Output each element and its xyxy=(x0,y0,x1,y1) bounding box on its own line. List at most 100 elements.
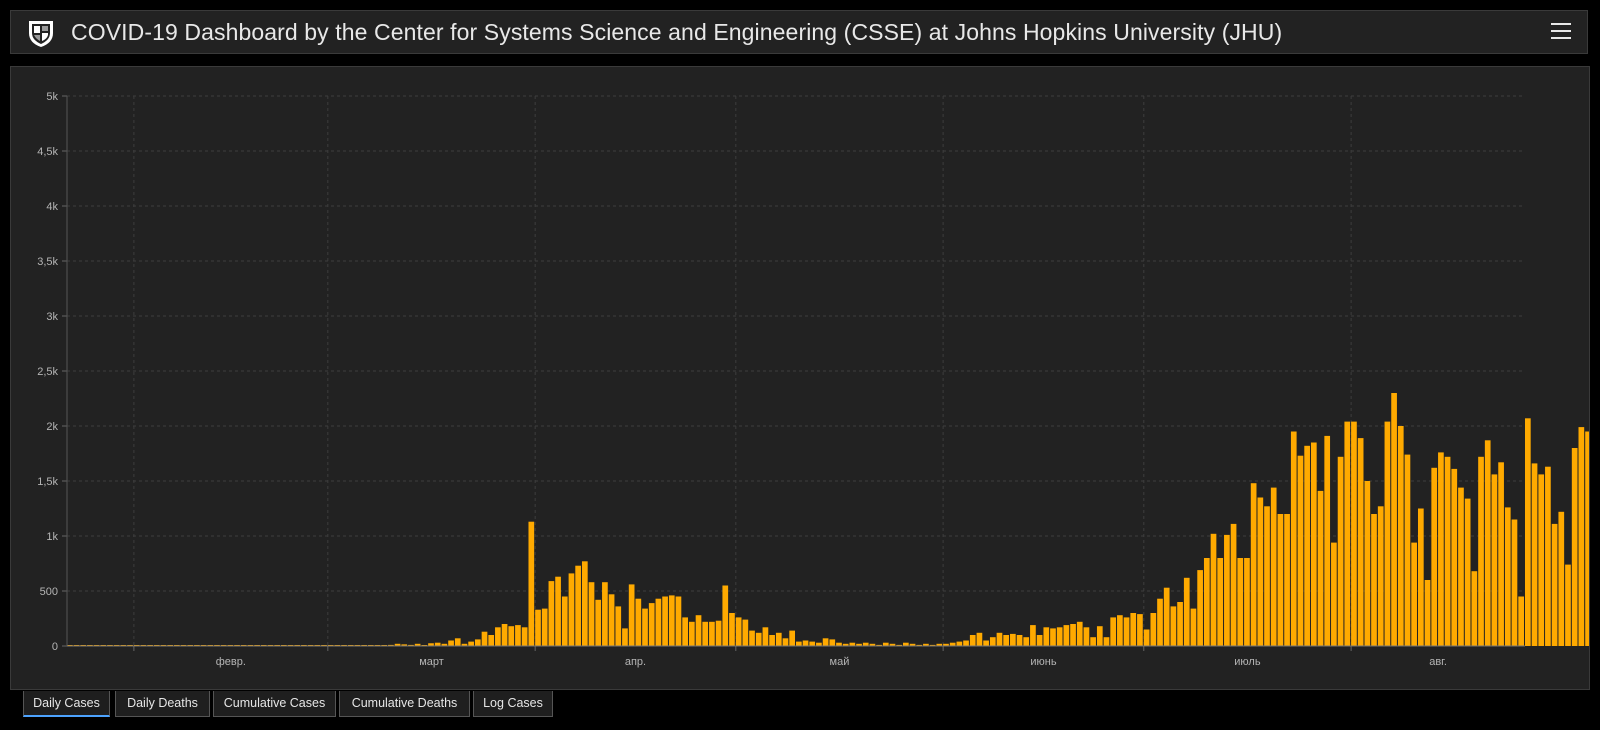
bar xyxy=(1458,487,1464,646)
bar xyxy=(862,642,869,646)
bar xyxy=(388,644,394,646)
bar xyxy=(1110,617,1117,646)
bar xyxy=(662,596,668,646)
y-tick-label: 4k xyxy=(46,201,58,213)
bar xyxy=(1023,637,1030,646)
hamburger-menu-icon[interactable] xyxy=(1551,23,1571,41)
bar xyxy=(983,640,989,646)
bar xyxy=(1565,564,1571,646)
bar xyxy=(428,643,434,646)
tab-cumulative-deaths[interactable]: Cumulative Deaths xyxy=(339,691,470,717)
bar xyxy=(976,632,983,646)
bar xyxy=(655,598,662,646)
x-tick-label: июль xyxy=(1234,656,1261,668)
bar xyxy=(1210,533,1217,646)
bar xyxy=(1351,421,1357,646)
bar xyxy=(1504,507,1511,646)
bar xyxy=(541,608,548,646)
bar xyxy=(775,632,782,646)
y-tick-label: 5k xyxy=(46,91,58,103)
bar xyxy=(1137,614,1143,646)
bar xyxy=(1123,617,1130,646)
bar xyxy=(508,626,515,646)
bar xyxy=(568,573,575,646)
bar xyxy=(441,643,448,646)
bar xyxy=(1264,506,1270,646)
bar xyxy=(1177,602,1183,646)
bar xyxy=(474,639,481,646)
bar xyxy=(1317,490,1324,646)
bar xyxy=(695,615,702,646)
bar xyxy=(394,643,401,646)
bar xyxy=(548,581,555,646)
bar xyxy=(996,632,1003,646)
bar xyxy=(816,642,822,646)
bar xyxy=(615,606,622,646)
bar xyxy=(1484,440,1491,646)
bar xyxy=(1043,627,1050,646)
bar xyxy=(749,630,755,646)
x-tick-label: апр. xyxy=(625,656,646,668)
bar xyxy=(1518,596,1524,646)
x-tick-label: июнь xyxy=(1030,656,1056,668)
bar xyxy=(1424,580,1431,646)
bar xyxy=(1324,435,1331,646)
jhu-shield-icon xyxy=(29,21,53,47)
bar xyxy=(1391,393,1397,646)
bar xyxy=(969,635,976,646)
bar xyxy=(1016,635,1023,646)
bar xyxy=(668,595,675,646)
bar xyxy=(943,643,949,646)
bar xyxy=(1431,467,1438,646)
bar xyxy=(722,585,729,646)
bar xyxy=(1491,474,1498,646)
tab-daily-deaths[interactable]: Daily Deaths xyxy=(115,691,210,717)
y-tick-label: 2,5k xyxy=(37,366,58,378)
bar xyxy=(822,638,829,646)
bar xyxy=(628,584,635,646)
bar xyxy=(842,643,849,646)
y-tick-label: 1k xyxy=(46,531,58,543)
bar xyxy=(1404,454,1411,646)
bar xyxy=(1531,463,1538,646)
tab-daily-cases[interactable]: Daily Cases xyxy=(23,691,110,717)
bar xyxy=(796,641,802,646)
bar xyxy=(468,641,474,646)
bar xyxy=(849,642,856,646)
bar xyxy=(1451,468,1458,646)
bar xyxy=(1525,418,1531,646)
daily-cases-chart: 0 500 1k 1,5k 2k 2,5k 3k 3,5k 4k 4,5k 5k февр. март а… xyxy=(37,91,1589,668)
bar xyxy=(1244,558,1250,646)
bar xyxy=(1076,621,1083,646)
tab-log-cases[interactable]: Log Cases xyxy=(473,691,553,717)
bar xyxy=(1070,624,1076,646)
tab-cumulative-cases[interactable]: Cumulative Cases xyxy=(213,691,336,717)
y-tick-label: 3,5k xyxy=(37,256,58,268)
bar xyxy=(555,576,561,646)
bar xyxy=(648,603,655,646)
bar xyxy=(1117,615,1123,646)
bar xyxy=(642,608,648,646)
bar xyxy=(1471,571,1478,646)
bar xyxy=(1170,606,1177,646)
bar xyxy=(1585,431,1589,646)
bar xyxy=(755,632,762,646)
bar xyxy=(1270,487,1277,646)
bar xyxy=(1384,421,1391,646)
bar xyxy=(769,635,775,646)
bar xyxy=(1003,635,1010,646)
bar xyxy=(535,609,541,646)
bar xyxy=(735,617,742,646)
bar xyxy=(488,635,495,646)
bar xyxy=(1364,481,1371,646)
bar xyxy=(688,621,695,646)
bar xyxy=(1290,431,1297,646)
bar xyxy=(1010,633,1016,646)
bar xyxy=(1230,523,1237,646)
bar xyxy=(903,642,909,646)
bar xyxy=(956,641,963,646)
bar xyxy=(896,644,903,646)
bar xyxy=(1150,613,1157,646)
bar xyxy=(595,599,602,646)
bar xyxy=(1337,456,1344,646)
